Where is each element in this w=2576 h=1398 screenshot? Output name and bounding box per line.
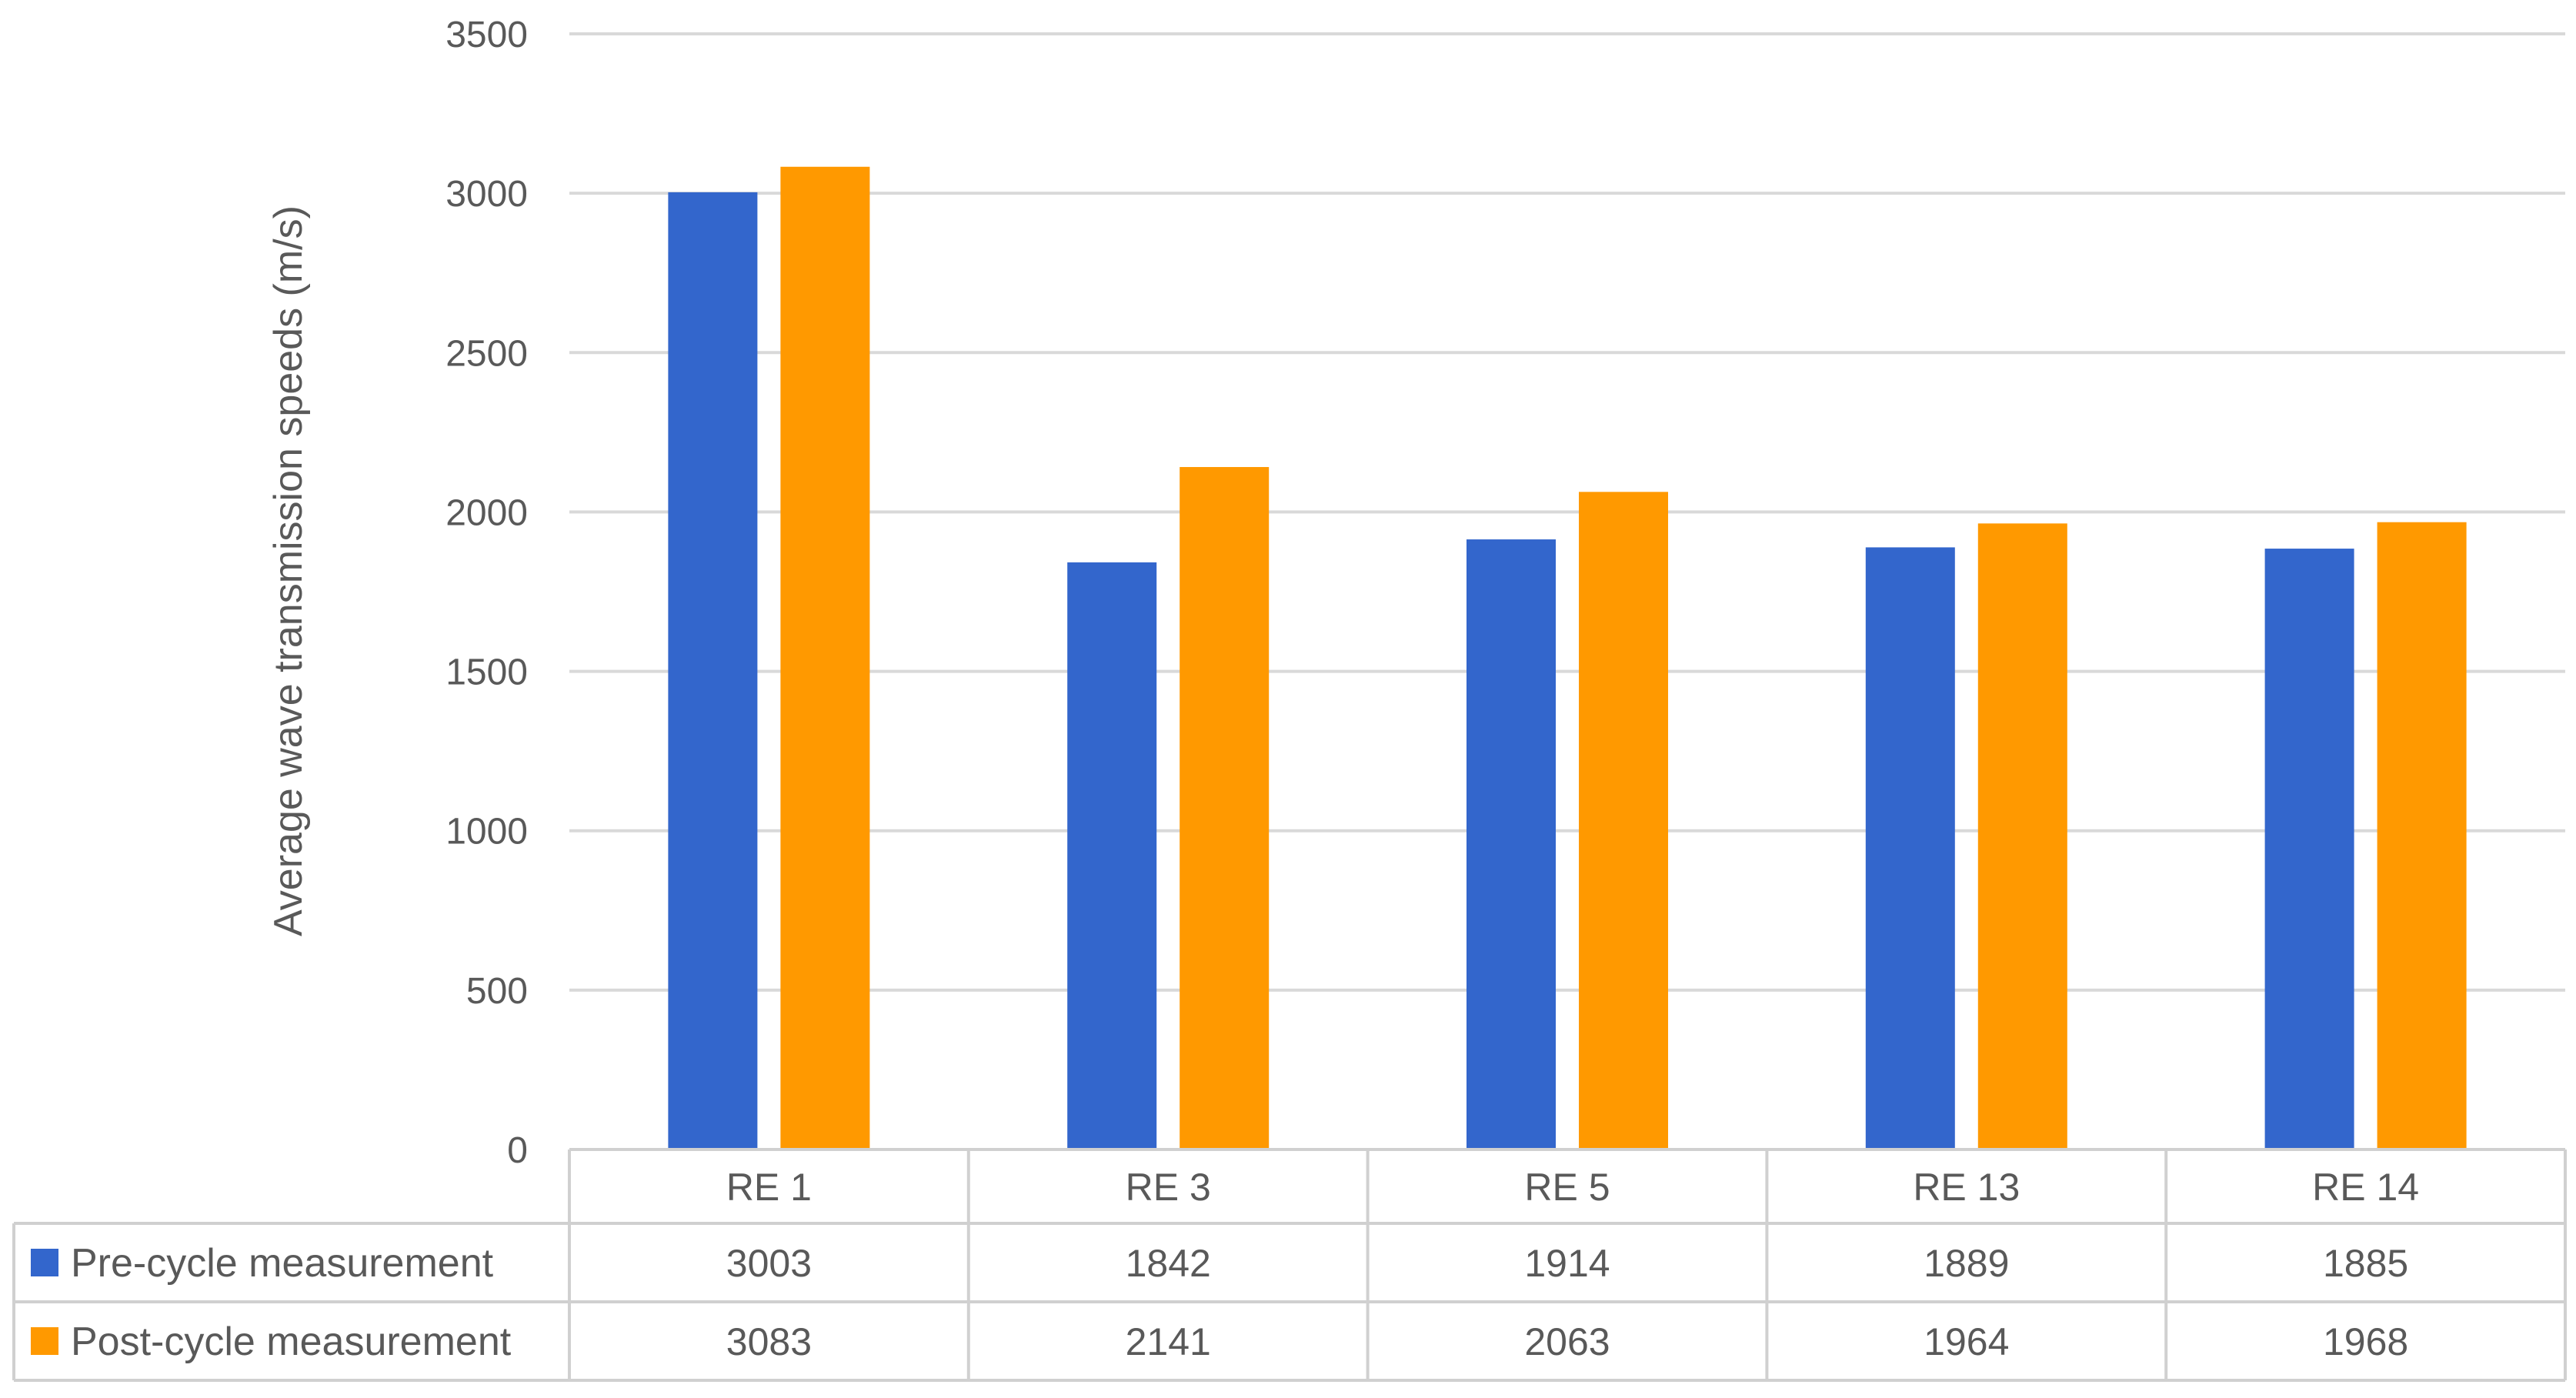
y-tick-label: 3500 — [445, 15, 528, 55]
table-value: 1964 — [1924, 1320, 2009, 1363]
table-value: 1842 — [1126, 1242, 1211, 1285]
table-value: 2063 — [1524, 1320, 1610, 1363]
category-label: RE 3 — [1126, 1166, 1211, 1209]
bar-post-cycle — [1579, 492, 1668, 1149]
category-label: RE 14 — [2312, 1166, 2419, 1209]
table-value: 3083 — [726, 1320, 812, 1363]
y-tick-label: 2000 — [445, 492, 528, 533]
bar-pre-cycle — [668, 192, 758, 1149]
table-value: 1885 — [2323, 1242, 2408, 1285]
gridlines — [569, 32, 2565, 1151]
table-value: 1914 — [1524, 1242, 1610, 1285]
bar-pre-cycle — [2264, 549, 2354, 1149]
y-axis-ticks: 0 500 1000 1500 2000 2500 3000 3500 — [445, 15, 528, 1171]
y-tick-label: 0 — [507, 1130, 528, 1171]
y-axis-title: Average wave transmission speeds (m/s) — [266, 205, 311, 936]
y-tick-label: 3000 — [445, 174, 528, 215]
y-tick-label: 2500 — [445, 333, 528, 374]
bar-pre-cycle — [1467, 539, 1556, 1149]
legend-swatch — [31, 1327, 58, 1355]
bar-post-cycle — [780, 166, 870, 1150]
legend-label: Post-cycle measurement — [71, 1320, 512, 1364]
table-value: 3003 — [726, 1242, 812, 1285]
table-value: 1889 — [1924, 1242, 2009, 1285]
bar-post-cycle — [2377, 522, 2467, 1149]
legend-swatch — [31, 1249, 58, 1276]
y-tick-label: 1000 — [445, 812, 528, 852]
table-value: 2141 — [1126, 1320, 1211, 1363]
bar-pre-cycle — [1865, 547, 1955, 1149]
data-table: RE 1 RE 3 RE 5 RE 13 RE 14 Pre-cycle measurem… — [12, 1148, 2567, 1382]
category-label: RE 5 — [1524, 1166, 1610, 1209]
legend-label: Pre-cycle measurement — [71, 1241, 494, 1286]
bar-post-cycle — [1977, 523, 2067, 1149]
category-label: RE 13 — [1913, 1166, 2020, 1209]
y-tick-label: 500 — [466, 971, 528, 1012]
table-value: 1968 — [2323, 1320, 2408, 1363]
category-label: RE 1 — [726, 1166, 812, 1209]
bar-post-cycle — [1180, 467, 1270, 1149]
bar-pre-cycle — [1067, 562, 1157, 1149]
bars — [668, 166, 2467, 1150]
y-tick-label: 1500 — [445, 652, 528, 693]
